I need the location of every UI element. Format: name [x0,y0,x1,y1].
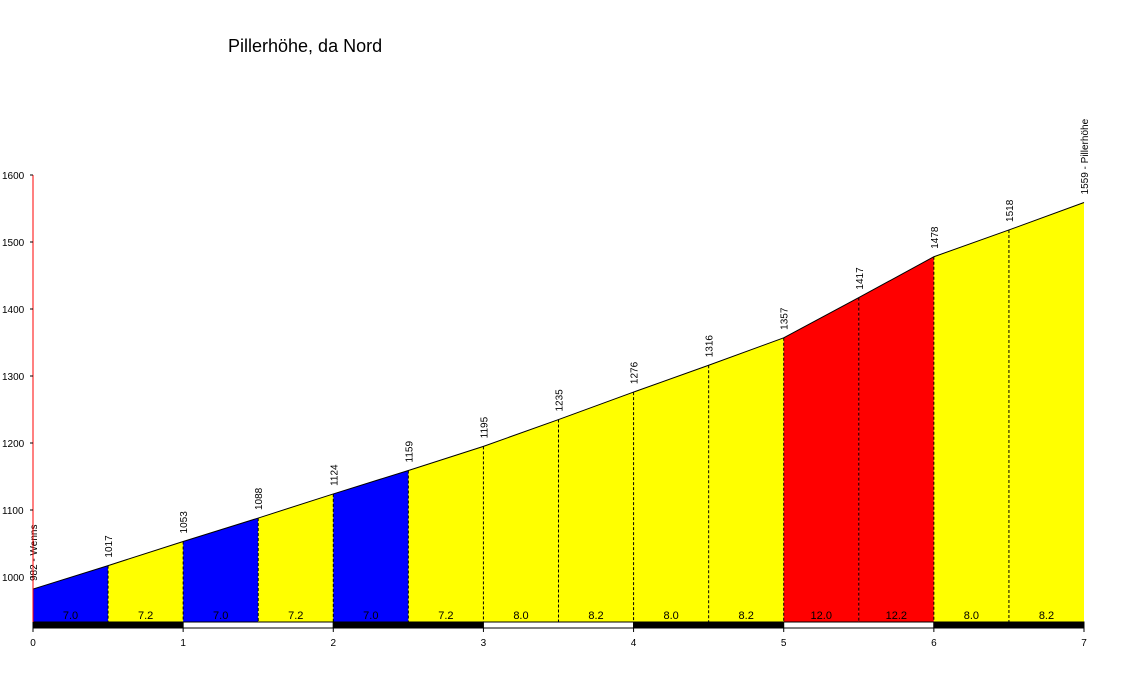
gradient-label-11: 12.2 [886,610,907,622]
gradient-label-3: 7.2 [288,610,303,622]
x-tick-label-7: 7 [1081,638,1087,649]
x-tick-label-6: 6 [931,638,937,649]
gradient-label-13: 8.2 [1039,610,1054,622]
elevation-label-6: 1195 [479,416,490,438]
x-tick-label-3: 3 [481,638,487,649]
gradient-label-8: 8.0 [663,610,678,622]
x-tick-label-4: 4 [631,638,637,649]
segment-fill-11 [858,256,934,622]
segment-fill-6 [483,419,559,622]
km-bar-cell-2 [332,621,484,629]
km-bar-cell-4 [633,621,785,629]
y-tick-label-4: 1400 [2,305,25,316]
elevation-label-2: 1053 [179,511,190,534]
elevation-label-13: 1518 [1005,199,1016,222]
gradient-label-4: 7.0 [363,610,378,622]
elevation-label-7: 1235 [555,389,566,412]
y-tick-label-6: 1600 [2,171,25,182]
gradient-label-2: 7.0 [213,610,228,622]
gradient-label-5: 7.2 [438,610,453,622]
x-tick-label-1: 1 [180,638,186,649]
tick-labels: 1000 1100 1200 1300 1400 1500 1600 0 1 2 3 4 5 6 7 [2,171,1087,649]
elevation-label-12: 1478 [930,226,941,249]
elevation-label-4: 1124 [329,464,340,486]
elevation-label-0: 982 - Wenns [29,525,40,582]
profile-line [32,202,1085,590]
segment-fill-9 [708,337,784,622]
gradient-label-10: 12.0 [811,610,832,622]
elevation-label-1: 1017 [104,535,115,558]
gradient-label-1: 7.2 [138,610,153,622]
elevation-label-8: 1276 [630,361,641,384]
segment-dividers [107,229,1010,622]
segment-fill-2 [183,518,259,622]
segment-fills [33,202,1084,622]
y-tick-label-0: 1000 [2,573,25,584]
y-tick-label-2: 1200 [2,439,25,450]
km-bar-cell-0 [32,621,184,629]
x-tick-label-0: 0 [30,638,36,649]
gradient-label-0: 7.0 [63,610,78,622]
x-tick-label-5: 5 [781,638,787,649]
gradient-label-7: 8.2 [588,610,603,622]
elevation-label-3: 1088 [254,487,265,510]
km-bar-cell-1 [182,621,334,629]
segment-fill-5 [408,446,484,622]
gradient-labels: 7.0 7.2 7.0 7.2 7.0 7.2 8.0 8.2 8.0 8.2 12.0 12.2 8.… [63,610,1054,622]
elevation-label-10: 1357 [780,307,791,330]
elevation-label-14: 1559 - Pillerhöhe [1080,118,1091,194]
y-tick-label-3: 1300 [2,372,25,383]
segment-fill-12 [933,229,1009,622]
segment-fill-13 [1008,202,1084,622]
segment-fill-8 [633,365,709,622]
km-bar-cell-6 [933,621,1085,629]
km-bar-cell-3 [482,621,635,629]
segment-fill-7 [558,392,634,622]
segment-fill-10 [783,297,859,622]
gradient-label-12: 8.0 [964,610,979,622]
gradient-label-6: 8.0 [513,610,528,622]
km-bar [32,621,1085,629]
segment-fill-3 [258,493,334,622]
elevation-label-11: 1417 [855,267,866,290]
x-tick-label-2: 2 [331,638,337,649]
y-tick-label-5: 1500 [2,238,25,249]
y-tick-label-1: 1100 [2,506,24,517]
segment-fill-0 [33,565,109,622]
gradient-label-9: 8.2 [739,610,754,622]
elevation-label-5: 1159 [404,441,415,463]
elevation-label-9: 1316 [705,335,716,358]
segment-fill-4 [333,470,409,622]
km-bar-cell-5 [783,621,935,629]
axes [32,175,1084,629]
segment-fill-1 [108,541,184,622]
chart-title: Pillerhöhe, da Nord [228,36,382,56]
elevation-labels: 982 - Wenns 1017 1053 1088 1124 1159 1195 1235 1… [29,118,1091,581]
